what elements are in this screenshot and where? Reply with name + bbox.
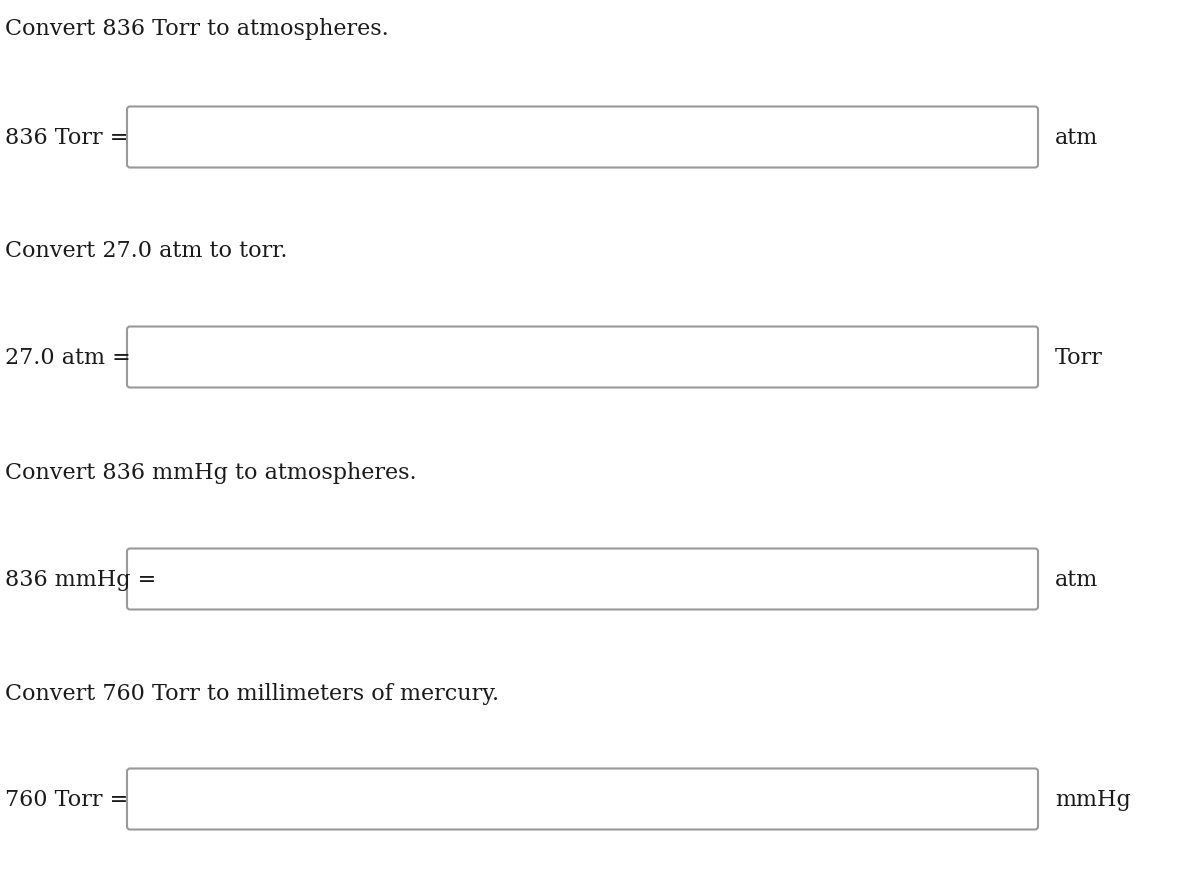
Text: Convert 760 Torr to millimeters of mercury.: Convert 760 Torr to millimeters of mercu…: [5, 682, 499, 704]
FancyBboxPatch shape: [127, 327, 1038, 388]
Text: 836 Torr =: 836 Torr =: [5, 127, 128, 148]
Text: Convert 27.0 atm to torr.: Convert 27.0 atm to torr.: [5, 240, 288, 262]
Text: 27.0 atm =: 27.0 atm =: [5, 347, 131, 368]
FancyBboxPatch shape: [127, 107, 1038, 168]
FancyBboxPatch shape: [127, 769, 1038, 830]
Text: 760 Torr =: 760 Torr =: [5, 789, 128, 810]
Text: 836 mmHg =: 836 mmHg =: [5, 569, 156, 590]
Text: Convert 836 mmHg to atmospheres.: Convert 836 mmHg to atmospheres.: [5, 461, 416, 484]
FancyBboxPatch shape: [127, 549, 1038, 610]
Text: atm: atm: [1055, 127, 1098, 148]
Text: mmHg: mmHg: [1055, 789, 1130, 810]
Text: Convert 836 Torr to atmospheres.: Convert 836 Torr to atmospheres.: [5, 18, 389, 40]
Text: atm: atm: [1055, 569, 1098, 590]
Text: Torr: Torr: [1055, 347, 1103, 368]
